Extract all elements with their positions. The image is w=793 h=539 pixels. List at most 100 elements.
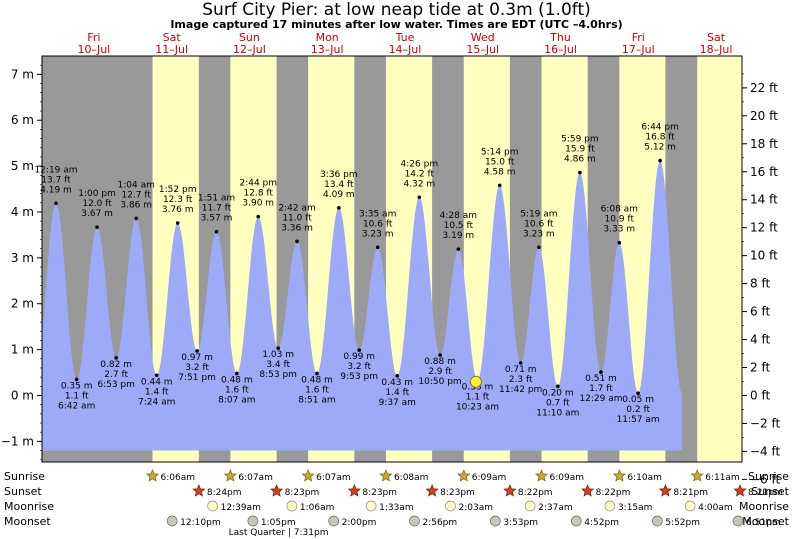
moonrise-icon <box>524 500 536 512</box>
high-tide-time-label: 1:04 am <box>118 180 155 190</box>
high-tide-time-label: 12:19 am <box>34 165 77 175</box>
sunrise-time: 6:10am <box>627 473 662 483</box>
day-name-label: Mon <box>316 31 339 44</box>
high-tide-ft-label: 12.7 ft <box>121 190 151 200</box>
low-tide-point <box>114 356 118 360</box>
day-date-label: 14–Jul <box>389 43 422 56</box>
chart-title: Surf City Pier: at low neap tide at 0.3m… <box>202 0 591 20</box>
day-date-label: 18–Jul <box>700 43 733 56</box>
low-tide-time-label: 11:42 pm <box>499 385 542 395</box>
low-tide-ft-label: 1.4 ft <box>145 387 169 397</box>
y-right-tick-label: −4 ft <box>750 444 781 458</box>
y-right-tick-label: 20 ft <box>750 109 778 123</box>
y-right-tick-label: 22 ft <box>750 81 778 95</box>
low-tide-m-label: 0.35 m <box>61 381 93 391</box>
footer-row-label-right: Sunset <box>751 485 789 498</box>
low-tide-ft-label: 3.4 ft <box>266 360 290 370</box>
high-tide-m-label: 3.86 m <box>120 200 152 210</box>
low-tide-point <box>235 371 239 376</box>
high-tide-m-label: 4.19 m <box>40 185 72 195</box>
high-tide-time-label: 1:52 pm <box>159 185 197 195</box>
high-tide-point <box>175 221 180 225</box>
moonset-time: 12:10pm <box>180 518 220 528</box>
high-tide-m-label: 4.86 m <box>564 155 596 165</box>
low-tide-time-label: 9:37 am <box>379 398 416 408</box>
low-tide-point <box>315 371 319 376</box>
moonset-time: 1:05pm <box>261 518 296 528</box>
low-tide-point <box>599 370 603 374</box>
moon-phase-label: Last Quarter | 7:31pm <box>229 528 329 538</box>
low-tide-point <box>357 348 362 352</box>
high-tide-ft-label: 15.9 ft <box>565 145 595 155</box>
high-tide-ft-label: 12.3 ft <box>163 195 193 205</box>
moonset-time: 2:56pm <box>422 518 457 528</box>
footer-row-label-left: Moonset <box>4 515 51 528</box>
moonrise-time: 2:37am <box>538 503 573 513</box>
day-name-label: Fri <box>87 31 100 44</box>
day-date-label: 12–Jul <box>233 43 266 56</box>
y-left-tick-label: 1 m <box>11 343 34 357</box>
low-tide-m-label: 0.48 m <box>221 375 253 385</box>
low-tide-time-label: 6:42 am <box>58 401 95 411</box>
low-tide-time-label: 12:29 am <box>579 394 622 404</box>
high-tide-time-label: 1:51 am <box>198 194 235 204</box>
moonset-time: 4:52pm <box>584 518 619 528</box>
footer-row-label-left: Sunset <box>4 485 42 498</box>
low-tide-time-label: 8:07 am <box>218 395 255 405</box>
tide-area <box>42 160 682 451</box>
sunrise-icon <box>690 469 704 482</box>
low-tide-point <box>438 353 442 357</box>
y-left-tick-label: 3 m <box>11 251 34 265</box>
y-left-tick-label: 2 m <box>11 297 34 311</box>
sunrise-icon <box>223 469 237 482</box>
high-tide-time-label: 5:59 pm <box>561 135 599 145</box>
high-tide-ft-label: 11.0 ft <box>282 213 312 223</box>
low-tide-time-label: 10:23 am <box>456 402 499 412</box>
sunset-icon <box>733 484 747 497</box>
low-tide-m-label: 0.97 m <box>181 353 213 363</box>
moonset-time: 6:51pm <box>746 518 781 528</box>
y-right-tick-label: 18 ft <box>750 137 778 151</box>
high-tide-ft-label: 10.6 ft <box>363 219 393 229</box>
low-tide-time-label: 9:53 pm <box>340 372 378 382</box>
current-tide-marker <box>469 375 482 388</box>
moonset-time: 3:53pm <box>503 518 538 528</box>
high-tide-ft-label: 14.2 ft <box>405 169 435 179</box>
high-tide-point <box>537 245 541 250</box>
high-tide-time-label: 2:44 pm <box>239 179 277 189</box>
low-tide-ft-label: 2.3 ft <box>509 375 533 385</box>
high-tide-time-label: 3:35 am <box>359 209 396 219</box>
day-name-label: Sat <box>163 31 182 44</box>
footer-row-label-left: Moonrise <box>4 500 54 513</box>
low-tide-m-label: 0.43 m <box>381 378 413 388</box>
low-tide-point <box>518 361 523 365</box>
low-tide-point <box>74 377 79 382</box>
y-right-tick-label: 8 ft <box>750 277 770 291</box>
day-name-label: Tue <box>395 31 415 44</box>
chart-subtitle: Image captured 17 minutes after low wate… <box>170 18 623 31</box>
low-tide-ft-label: 1.4 ft <box>385 388 409 398</box>
high-tide-point <box>375 245 380 250</box>
high-tide-m-label: 3.67 m <box>81 209 113 219</box>
high-tide-point <box>417 195 422 200</box>
high-tide-m-label: 3.90 m <box>242 199 274 209</box>
moonrise-time: 3:15am <box>618 503 653 513</box>
moonset-icon <box>651 515 663 527</box>
low-tide-m-label: 1.03 m <box>262 350 294 360</box>
low-tide-point <box>636 391 640 395</box>
high-tide-time-label: 6:08 am <box>601 205 638 215</box>
low-tide-m-label: 0.44 m <box>141 377 173 387</box>
y-left-tick-label: 7 m <box>11 67 34 81</box>
high-tide-m-label: 5.12 m <box>644 143 676 153</box>
high-tide-time-label: 5:19 am <box>520 209 557 219</box>
high-tide-m-label: 3.23 m <box>523 229 555 239</box>
low-tide-time-label: 7:24 am <box>138 397 175 407</box>
low-tide-m-label: 0.05 m <box>622 395 654 405</box>
sunset-icon <box>425 484 439 497</box>
sunrise-icon <box>301 469 315 482</box>
low-tide-m-label: 0.82 m <box>100 360 132 370</box>
sunrise-time: 6:07am <box>238 473 273 483</box>
low-tide-point <box>395 373 400 378</box>
sunrise-time: 6:07am <box>316 473 351 483</box>
